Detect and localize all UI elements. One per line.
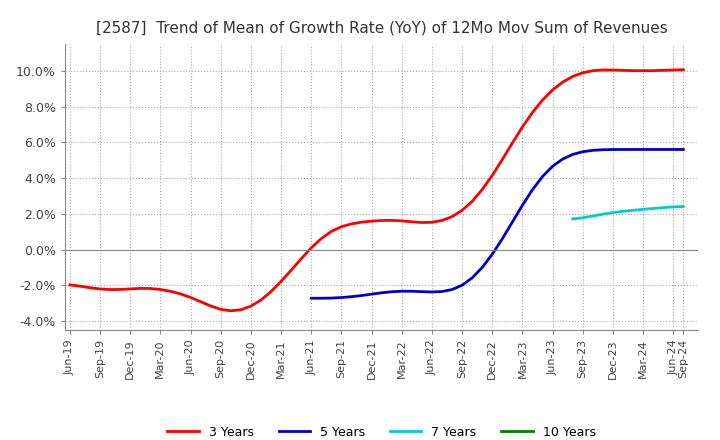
- Line: 3 Years: 3 Years: [70, 70, 683, 311]
- 3 Years: [66, 282, 74, 288]
- 5 Years: [588, 148, 597, 153]
- 5 Years: [639, 147, 647, 152]
- 5 Years: [578, 149, 587, 154]
- 5 Years: [528, 187, 537, 192]
- 3 Years: [448, 214, 456, 219]
- 5 Years: [387, 289, 396, 294]
- 3 Years: [226, 308, 235, 313]
- 7 Years: [578, 215, 587, 220]
- 5 Years: [568, 152, 577, 157]
- 5 Years: [317, 296, 325, 301]
- 7 Years: [588, 213, 597, 219]
- 5 Years: [618, 147, 627, 152]
- 7 Years: [639, 207, 647, 212]
- 5 Years: [538, 174, 546, 179]
- 5 Years: [327, 295, 336, 301]
- 7 Years: [679, 204, 688, 209]
- Title: [2587]  Trend of Mean of Growth Rate (YoY) of 12Mo Mov Sum of Revenues: [2587] Trend of Mean of Growth Rate (YoY…: [96, 21, 667, 36]
- 7 Years: [629, 208, 637, 213]
- 5 Years: [418, 289, 426, 294]
- 5 Years: [337, 295, 346, 300]
- 7 Years: [568, 216, 577, 222]
- 5 Years: [508, 220, 517, 225]
- 3 Years: [186, 295, 195, 300]
- 5 Years: [498, 236, 507, 242]
- 5 Years: [357, 293, 366, 298]
- 3 Years: [679, 67, 688, 72]
- 3 Years: [377, 218, 386, 223]
- 5 Years: [548, 164, 557, 169]
- Legend: 3 Years, 5 Years, 7 Years, 10 Years: 3 Years, 5 Years, 7 Years, 10 Years: [163, 421, 600, 440]
- 5 Years: [307, 296, 315, 301]
- 5 Years: [347, 294, 356, 299]
- 5 Years: [377, 290, 386, 295]
- 5 Years: [428, 290, 436, 295]
- 3 Years: [608, 67, 617, 73]
- 5 Years: [438, 289, 446, 294]
- 7 Years: [669, 204, 678, 209]
- 5 Years: [629, 147, 637, 152]
- 5 Years: [608, 147, 617, 152]
- 5 Years: [408, 289, 416, 294]
- 5 Years: [367, 292, 376, 297]
- 5 Years: [458, 282, 467, 288]
- 5 Years: [558, 157, 567, 162]
- 3 Years: [236, 307, 245, 312]
- 5 Years: [448, 287, 456, 292]
- 5 Years: [488, 252, 497, 257]
- 5 Years: [669, 147, 678, 152]
- Line: 5 Years: 5 Years: [311, 150, 683, 298]
- 5 Years: [598, 147, 607, 152]
- 7 Years: [608, 210, 617, 215]
- 5 Years: [518, 203, 527, 208]
- 7 Years: [649, 206, 657, 211]
- 7 Years: [618, 209, 627, 214]
- 5 Years: [468, 275, 477, 281]
- 5 Years: [659, 147, 667, 152]
- 7 Years: [598, 212, 607, 217]
- 5 Years: [478, 265, 487, 270]
- 7 Years: [659, 205, 667, 210]
- Line: 7 Years: 7 Years: [572, 206, 683, 219]
- 5 Years: [649, 147, 657, 152]
- 5 Years: [397, 289, 406, 294]
- 3 Years: [116, 287, 125, 292]
- 5 Years: [679, 147, 688, 152]
